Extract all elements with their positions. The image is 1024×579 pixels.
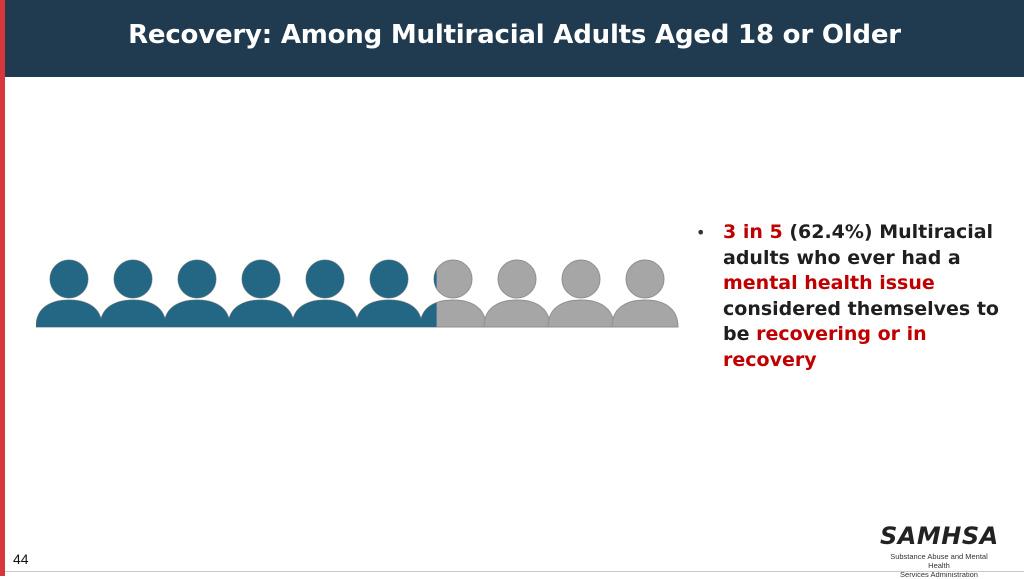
- logo-subtitle: Substance Abuse and Mental Health Servic…: [880, 552, 998, 579]
- page-number: 44: [13, 551, 29, 567]
- person-icon-4-highlight: [228, 260, 294, 327]
- page-title: Recovery: Among Multiracial Adults Aged …: [128, 20, 901, 50]
- logo-wordmark: SAMHSA: [880, 522, 999, 550]
- person-icon-5-highlight: [292, 260, 358, 327]
- statement-part-2: considered themselves to be: [723, 297, 999, 346]
- bullet-marker: •: [696, 223, 706, 242]
- ratio-highlight: 3 in 5: [723, 221, 783, 243]
- footer-divider: [5, 571, 1024, 572]
- person-icon-2-highlight: [100, 260, 166, 327]
- person-icon-10-base: [611, 259, 679, 328]
- logo-subtitle-line-1: Substance Abuse and Mental Health: [890, 552, 988, 570]
- header-bar: Recovery: Among Multiracial Adults Aged …: [5, 0, 1024, 77]
- logo-subtitle-line-2: Services Administration: [900, 570, 978, 579]
- person-icon-8-base: [483, 259, 551, 328]
- samhsa-logo: SAMHSA Substance Abuse and Mental Health…: [880, 522, 999, 579]
- mental-health-highlight: mental health issue: [723, 272, 935, 294]
- person-icon-9-base: [547, 259, 615, 328]
- people-pictograph: [36, 259, 679, 328]
- recovery-highlight: recovering or in recovery: [723, 323, 927, 371]
- statement-part-1: (62.4%) Multiracial adults who ever had …: [723, 221, 994, 269]
- person-icon-3-highlight: [164, 260, 230, 327]
- bullet-text: 3 in 5 (62.4%) Multiracial adults who ev…: [723, 220, 1013, 373]
- person-icon-7-highlight: [420, 269, 437, 327]
- left-accent-bar: [0, 0, 5, 576]
- person-icon-6-highlight: [356, 260, 422, 327]
- person-icon-1-highlight: [36, 260, 102, 327]
